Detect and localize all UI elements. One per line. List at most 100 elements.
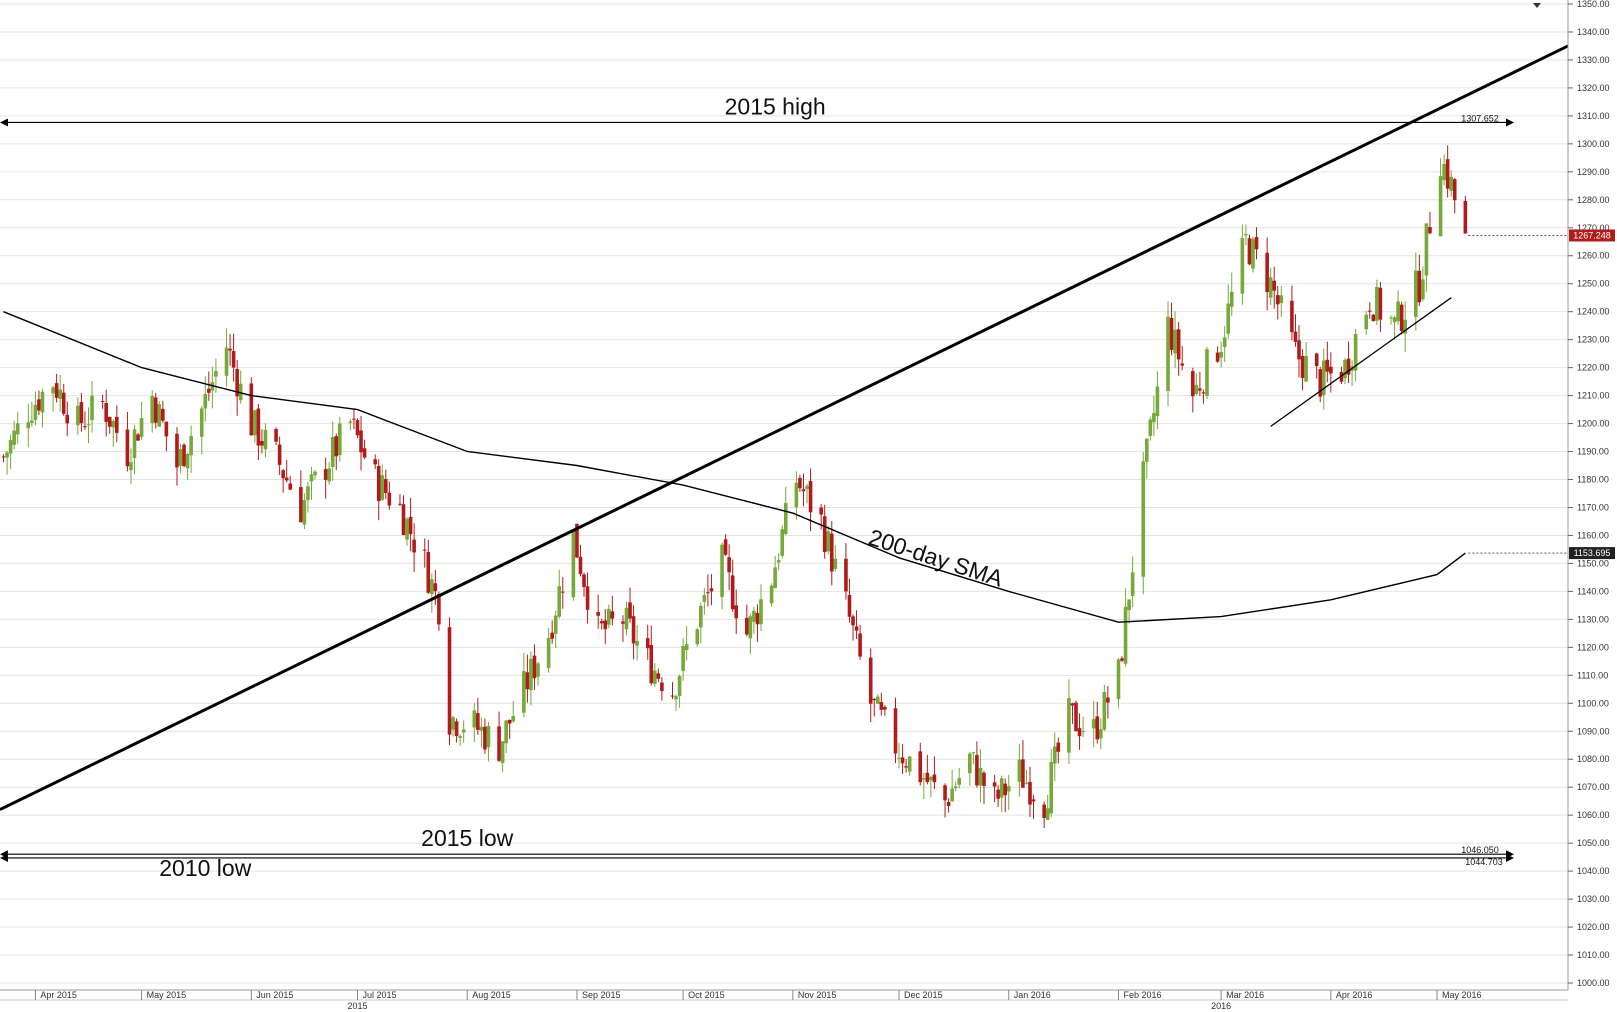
y-tick-label: 1260.00	[1577, 251, 1610, 261]
y-tick-label: 1340.00	[1577, 27, 1610, 37]
candle-body	[178, 449, 183, 466]
candle-body	[720, 544, 724, 597]
level-arrow-right-icon	[1506, 118, 1514, 127]
sma-value-tag-box	[1569, 547, 1615, 560]
y-tick-label: 1120.00	[1577, 642, 1609, 652]
candle-body	[1116, 659, 1121, 700]
candle-body	[327, 468, 331, 482]
candle-body	[868, 657, 873, 704]
candle-body	[603, 620, 608, 630]
candle-body	[978, 767, 983, 786]
candle-body	[847, 594, 852, 617]
candle-body	[709, 588, 714, 592]
candle-body	[107, 416, 112, 427]
candle-body	[274, 429, 278, 442]
candle-body	[1144, 438, 1149, 462]
candle-body	[1173, 329, 1177, 354]
sma-value-tag: 1153.695	[1574, 548, 1611, 558]
candle-body	[76, 405, 80, 426]
candle-body	[281, 470, 285, 479]
candle-body	[844, 558, 848, 592]
candle-body	[136, 434, 140, 441]
candle-body	[337, 423, 342, 456]
candle-body	[699, 606, 703, 628]
candle-body	[996, 789, 1000, 799]
candle-body	[1364, 314, 1369, 330]
candle-body	[1130, 572, 1135, 596]
candle-body	[858, 633, 862, 657]
candle-body	[872, 698, 877, 701]
y-tick-label: 1350.00	[1577, 0, 1610, 9]
candle-body	[30, 420, 34, 423]
candle-body	[1031, 799, 1036, 802]
candle-body	[546, 638, 551, 668]
candle-body	[238, 383, 243, 401]
candle-body	[1452, 179, 1457, 201]
x-tick-label: Dec 2015	[904, 990, 943, 1000]
candle-body	[645, 638, 650, 649]
candle-body	[1314, 353, 1319, 367]
candle-body	[925, 772, 930, 783]
candle-body	[628, 602, 632, 619]
candle-body	[54, 383, 59, 398]
y-tick-label: 1250.00	[1577, 279, 1610, 289]
y-tick-label: 1320.00	[1577, 83, 1610, 93]
candle-body	[794, 482, 799, 508]
candle-body	[1275, 295, 1280, 305]
candle-body	[1229, 291, 1234, 307]
candle-body	[776, 560, 781, 563]
candle-body	[437, 594, 441, 625]
y-tick-label: 1010.00	[1577, 950, 1610, 960]
y-tick-label: 1130.00	[1577, 614, 1609, 624]
y-tick-label: 1050.00	[1577, 838, 1610, 848]
level-value-tag: 1044.703	[1465, 857, 1503, 867]
y-tick-label: 1100.00	[1577, 698, 1609, 708]
candle-body	[224, 347, 229, 376]
candle-body	[1106, 697, 1110, 703]
candle-body	[1318, 369, 1323, 397]
candle-body	[157, 404, 162, 427]
candle-body	[1056, 742, 1061, 752]
candle-body	[284, 477, 289, 481]
candle-body	[256, 408, 261, 446]
trendline-long-term-uptrend	[0, 44, 1569, 811]
candle-body	[532, 655, 537, 679]
candle-body	[334, 436, 339, 457]
candle-body	[1268, 277, 1273, 298]
y-tick-label: 1270.00	[1577, 223, 1610, 233]
candle-body	[476, 713, 480, 730]
candle-body	[384, 479, 388, 493]
y-tick-label: 1190.00	[1577, 447, 1609, 457]
candle-body	[953, 786, 958, 789]
collapse-arrow-icon[interactable]	[1533, 3, 1541, 8]
candle-body	[1240, 238, 1245, 294]
candle-body	[263, 429, 268, 450]
y-axis: 1000.00 1010.00 1020.00 1030.00 1040.00 1050.…	[1567, 0, 1610, 990]
current-price-tag-box	[1569, 229, 1615, 242]
candle-body	[104, 403, 108, 422]
candle-body	[769, 585, 774, 604]
candle-body	[783, 502, 788, 534]
year-label: 2015	[347, 1001, 367, 1011]
candle-body	[529, 658, 533, 691]
candle-body	[115, 416, 119, 433]
y-tick-label: 1150.00	[1577, 558, 1609, 568]
candle-body	[1463, 200, 1468, 234]
candle-body	[975, 754, 979, 786]
y-tick-label: 1280.00	[1577, 195, 1610, 205]
candle-body	[125, 429, 130, 467]
candle-body	[182, 444, 186, 467]
candle-body	[982, 772, 986, 786]
y-tick-label: 1290.00	[1577, 167, 1610, 177]
y-tick-label: 1240.00	[1577, 307, 1610, 317]
candle-body	[727, 557, 731, 573]
y-tick-label: 1180.00	[1577, 475, 1609, 485]
candle-body	[26, 422, 31, 429]
candle-body	[536, 663, 540, 677]
level-value-tag: 1046.050	[1461, 845, 1499, 855]
candle-body	[355, 420, 360, 436]
candle-body	[752, 610, 756, 622]
candle-body	[929, 776, 933, 781]
candle-body	[486, 725, 491, 748]
candle-body	[833, 558, 838, 569]
